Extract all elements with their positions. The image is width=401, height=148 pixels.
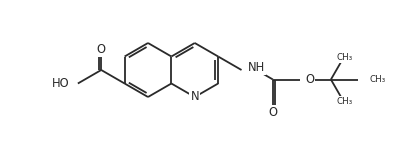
Text: HO: HO — [52, 77, 70, 90]
Text: NH: NH — [247, 61, 264, 74]
Text: O: O — [268, 106, 277, 119]
Text: N: N — [190, 90, 198, 103]
Text: CH₃: CH₃ — [336, 97, 352, 106]
Text: O: O — [304, 73, 313, 86]
Text: O: O — [97, 42, 105, 56]
Text: CH₃: CH₃ — [336, 53, 352, 62]
Text: CH₃: CH₃ — [369, 75, 385, 84]
